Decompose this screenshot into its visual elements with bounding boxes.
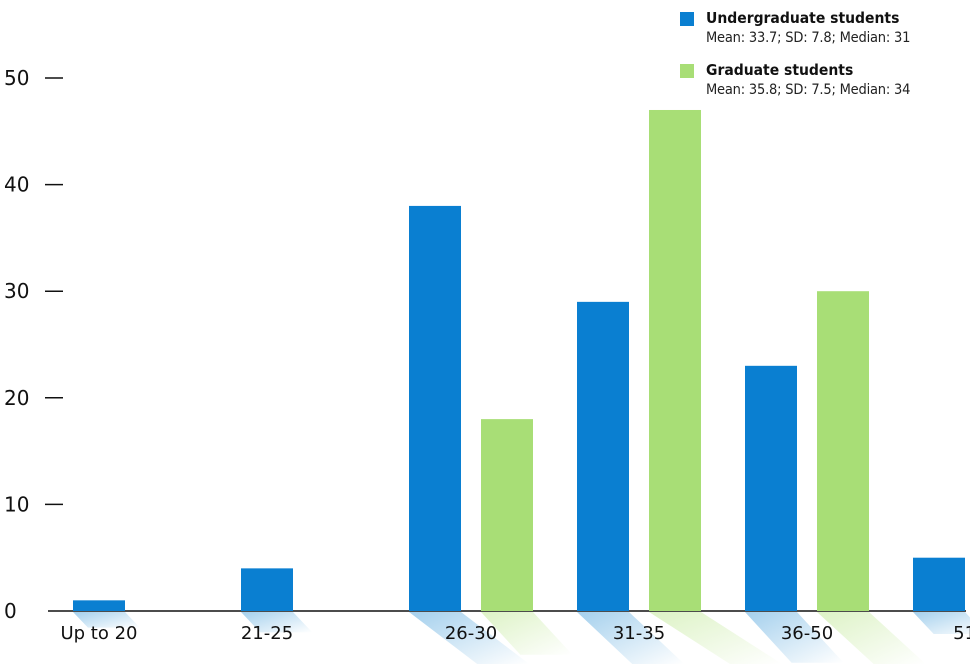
bar-reflection	[241, 612, 313, 633]
y-tick-label: 0	[4, 599, 17, 623]
y-tick-label: 20	[4, 386, 29, 410]
legend-swatch-undergraduate	[680, 12, 694, 26]
x-tick-label: 51 +	[953, 623, 970, 644]
legend-item-graduate: Graduate students Mean: 35.8; SD: 7.5; M…	[680, 60, 968, 100]
legend-swatch-graduate	[680, 64, 694, 78]
bar-reflection	[745, 612, 844, 663]
y-tick-label: 50	[4, 66, 29, 90]
legend-label-graduate: Graduate students	[706, 61, 854, 79]
bar-reflection	[577, 612, 685, 664]
bars	[73, 109, 965, 612]
bar-reflection	[913, 612, 970, 634]
legend: Undergraduate students Mean: 33.7; SD: 7…	[680, 8, 968, 112]
x-tick-label: 26-30	[445, 623, 497, 644]
bar-reflection	[817, 612, 926, 664]
bar-undergraduate	[913, 557, 965, 611]
bar-undergraduate	[577, 301, 629, 611]
bar-graduate	[649, 109, 701, 611]
legend-stats-undergraduate: Mean: 33.7; SD: 7.8; Median: 31	[706, 30, 911, 46]
bar-reflection	[73, 612, 140, 628]
x-tick-label: 21-25	[241, 623, 293, 644]
x-tick-label: Up to 20	[60, 623, 137, 644]
bar-reflection	[409, 612, 530, 664]
legend-label-undergraduate: Undergraduate students	[706, 9, 900, 27]
bar-undergraduate	[241, 568, 293, 611]
bar-graduate	[817, 291, 869, 611]
y-tick-label: 10	[4, 492, 29, 516]
bar-reflections	[73, 612, 970, 664]
bar-undergraduate	[409, 205, 461, 612]
x-axis-labels: Up to 20 21-25 26-30 31-35 36-50 51 +	[60, 623, 970, 644]
bar-graduate	[481, 419, 533, 611]
bar-reflection	[649, 612, 782, 664]
bar-reflection	[481, 612, 573, 655]
bar-undergraduate	[73, 600, 125, 611]
legend-stats-graduate: Mean: 35.8; SD: 7.5; Median: 34	[706, 82, 911, 98]
legend-item-undergraduate: Undergraduate students Mean: 33.7; SD: 7…	[680, 8, 968, 48]
y-tick-label: 30	[4, 279, 29, 303]
x-tick-label: 31-35	[613, 623, 665, 644]
x-tick-label: 36-50	[781, 623, 833, 644]
bar-undergraduate	[745, 365, 797, 611]
y-tick-label: 40	[4, 173, 29, 197]
